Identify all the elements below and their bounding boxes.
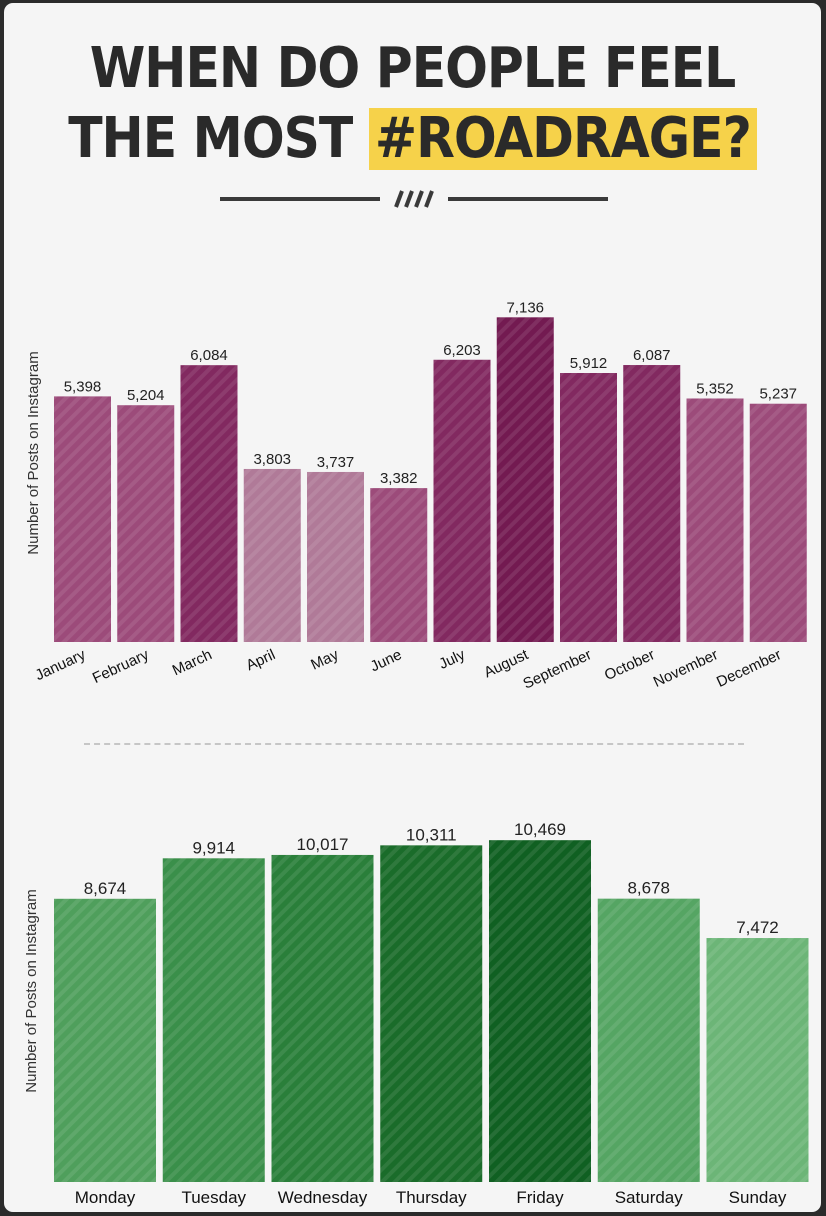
- title-line-2-prefix: THE MOST: [68, 106, 353, 171]
- bar-stripes-january: [54, 396, 111, 642]
- bar-stripes-november: [686, 398, 744, 642]
- tick-label-november: November: [651, 646, 721, 691]
- data-label-july: 6,203: [443, 342, 481, 359]
- tick-label-february: February: [90, 646, 152, 687]
- bar-stripes-wednesday: [271, 854, 374, 1182]
- bar-stripes-thursday: [380, 845, 483, 1182]
- bar-stripes-july: [433, 359, 491, 642]
- tick-label-june: June: [368, 646, 405, 675]
- monthly-y-axis-label: Number of Posts on Instagram: [25, 351, 42, 554]
- bar-stripes-october: [623, 365, 681, 642]
- tick-label-saturday: Saturday: [615, 1188, 684, 1207]
- bar-stripes-august: [496, 317, 554, 642]
- data-label-june: 3,382: [380, 470, 418, 487]
- section-separator: [84, 743, 744, 745]
- bar-stripes-december: [749, 403, 807, 642]
- bar-stripes-september: [560, 373, 617, 642]
- tick-label-april: April: [244, 646, 278, 674]
- data-label-november: 5,352: [696, 380, 734, 397]
- tick-label-october: October: [602, 646, 658, 684]
- data-label-friday: 10,469: [514, 820, 566, 839]
- tick-label-thursday: Thursday: [396, 1188, 467, 1207]
- tick-label-december: December: [714, 646, 784, 691]
- infographic-card: WHEN DO PEOPLE FEEL THE MOST #ROADRAGE? …: [4, 3, 821, 1212]
- data-label-tuesday: 9,914: [192, 838, 235, 857]
- tick-label-sunday: Sunday: [729, 1188, 787, 1207]
- tick-label-friday: Friday: [516, 1188, 564, 1207]
- data-label-january: 5,398: [64, 378, 102, 395]
- data-label-saturday: 8,678: [627, 879, 670, 898]
- bar-stripes-may: [307, 471, 364, 642]
- weekly-y-axis-label: Number of Posts on Instagram: [23, 889, 40, 1092]
- data-label-may: 3,737: [317, 454, 355, 471]
- tick-label-may: May: [308, 646, 341, 674]
- tick-label-monday: Monday: [75, 1188, 136, 1207]
- data-label-december: 5,237: [759, 386, 797, 403]
- data-label-monday: 8,674: [84, 879, 127, 898]
- weekly-bar-chart: Number of Posts on Instagram 8,674 Monday…: [23, 820, 809, 1207]
- title-line-1: WHEN DO PEOPLE FEEL: [89, 36, 737, 101]
- data-label-february: 5,204: [127, 387, 165, 404]
- data-label-august: 7,136: [506, 299, 544, 316]
- bar-stripes-saturday: [597, 898, 700, 1182]
- tick-label-september: September: [521, 646, 595, 692]
- tick-label-january: January: [33, 646, 89, 684]
- data-label-sunday: 7,472: [736, 918, 779, 937]
- title-hashtag-highlight: #ROADRAGE?: [368, 108, 757, 170]
- data-label-march: 6,084: [190, 347, 228, 364]
- bar-stripes-tuesday: [162, 858, 265, 1182]
- data-label-thursday: 10,311: [406, 825, 457, 844]
- bar-stripes-april: [243, 468, 301, 642]
- bar-stripes-sunday: [706, 938, 809, 1182]
- data-label-wednesday: 10,017: [297, 835, 349, 854]
- tick-label-tuesday: Tuesday: [181, 1188, 246, 1207]
- bar-stripes-june: [370, 488, 428, 642]
- title-divider-decoration: [220, 190, 608, 208]
- bar-stripes-monday: [54, 898, 156, 1182]
- bar-stripes-february: [117, 405, 175, 642]
- data-label-april: 3,803: [253, 451, 291, 468]
- tick-label-march: March: [170, 646, 215, 679]
- tick-label-july: July: [436, 646, 468, 673]
- monthly-bar-chart: Number of Posts on Instagram 5,398 Januar…: [25, 299, 807, 693]
- data-label-october: 6,087: [633, 347, 671, 364]
- title-line-2: THE MOST #ROADRAGE?: [4, 107, 821, 171]
- tick-label-wednesday: Wednesday: [278, 1188, 368, 1207]
- data-label-september: 5,912: [570, 355, 608, 372]
- bar-stripes-march: [180, 365, 238, 642]
- bar-stripes-friday: [489, 840, 591, 1182]
